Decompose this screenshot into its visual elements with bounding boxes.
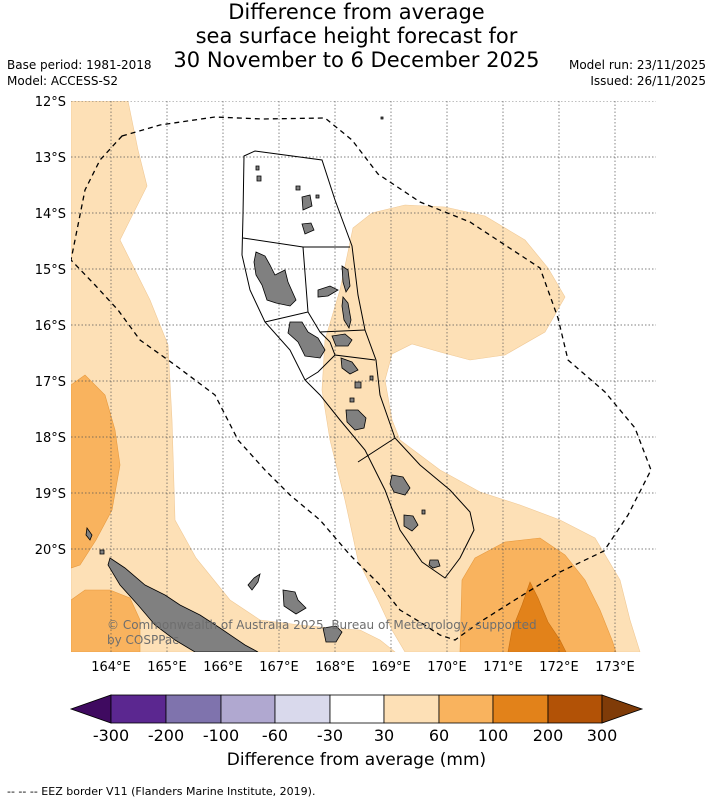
lon-label: 164°E xyxy=(91,660,131,675)
longitude-labels: 164°E 165°E 166°E 167°E 168°E 169°E 170°… xyxy=(91,660,635,675)
lat-label: 17°S xyxy=(35,375,66,390)
island-erromango xyxy=(389,474,411,496)
eez-legend: -- -- -- EEZ border V11 (Flanders Marine… xyxy=(7,785,316,798)
lon-label: 173°E xyxy=(595,660,635,675)
copyright-line-1: © Commonwealth of Australia 2025, Bureau… xyxy=(107,618,537,632)
island-ambrym xyxy=(331,333,353,347)
colorbar-tick: -200 xyxy=(148,726,184,745)
island-aneityum xyxy=(428,559,441,569)
title-line-3: 30 November to 6 December 2025 xyxy=(173,48,540,72)
lon-label: 167°E xyxy=(259,660,299,675)
island-banks xyxy=(301,222,315,235)
island-loyalty-lifou xyxy=(282,589,307,615)
island-new-caledonia xyxy=(107,557,259,652)
colorbar-tick: -30 xyxy=(317,726,343,745)
map-title: Difference from average sea surface heig… xyxy=(0,0,713,72)
colorbar-ticks: -300 -200 -100 -60 -30 30 60 100 200 300 xyxy=(93,726,617,745)
lon-label: 171°E xyxy=(483,660,523,675)
island-loyalty-mare xyxy=(322,625,343,643)
eez-border xyxy=(71,116,652,641)
colorbar-segment xyxy=(329,694,385,724)
map-area: © Commonwealth of Australia 2025, Bureau… xyxy=(71,101,656,652)
lon-label: 165°E xyxy=(147,660,187,675)
colorbar-segment xyxy=(220,694,276,724)
colorbar-segment xyxy=(274,694,331,724)
lon-label: 166°E xyxy=(203,660,243,675)
island-efate xyxy=(345,409,367,431)
islands xyxy=(85,116,441,652)
run-info: Model run: 23/11/2025 Issued: 26/11/2025 xyxy=(569,57,706,89)
lat-label: 18°S xyxy=(35,431,66,446)
lat-label: 16°S xyxy=(35,319,66,334)
colorbar-segment xyxy=(547,694,603,724)
title-line-1: Difference from average xyxy=(228,0,485,24)
island-malakula xyxy=(287,321,326,359)
anomaly-30-60-east xyxy=(321,204,641,652)
colorbar-max-extend xyxy=(601,694,644,724)
anomaly-60-100-southwest xyxy=(71,589,141,652)
issued-date: Issued: 26/11/2025 xyxy=(590,74,706,88)
colorbar-tick: 100 xyxy=(478,726,509,745)
island-pentecost xyxy=(341,296,352,330)
colorbar-segment xyxy=(383,694,440,724)
colorbar-min-extend xyxy=(69,694,112,724)
colorbar-tick: 300 xyxy=(587,726,618,745)
colorbar-label: Difference from average (mm) xyxy=(226,750,487,770)
lon-label: 168°E xyxy=(315,660,355,675)
colorbar-segment xyxy=(492,694,549,724)
colorbar xyxy=(69,694,644,724)
lat-label: 20°S xyxy=(35,543,66,558)
copyright-line-2: by COSPPac xyxy=(107,633,179,647)
island-tanna xyxy=(403,514,419,532)
lon-label: 170°E xyxy=(427,660,467,675)
lon-label: 172°E xyxy=(539,660,579,675)
island-espiritu-santo xyxy=(253,251,297,307)
island-ambae xyxy=(317,285,339,298)
lat-label: 19°S xyxy=(35,487,66,502)
anomaly-30-60-west xyxy=(71,101,396,652)
colorbar-tick: 60 xyxy=(429,726,449,745)
latitude-labels: 12°S 13°S 14°S 15°S 16°S 17°S 18°S 19°S … xyxy=(35,95,66,558)
model-run-date: Model run: 23/11/2025 xyxy=(568,58,706,72)
colorbar-tick: 200 xyxy=(533,726,564,745)
anomaly-60-100-southeast xyxy=(459,537,617,652)
model-name: Model: ACCESS-S2 xyxy=(7,74,119,88)
colorbar-tick: 30 xyxy=(374,726,394,745)
lat-label: 15°S xyxy=(35,263,66,278)
colorbar-segment xyxy=(438,694,494,724)
lat-label: 13°S xyxy=(35,151,66,166)
colorbar-tick: -100 xyxy=(203,726,239,745)
lon-label: 169°E xyxy=(371,660,411,675)
island-loyalty-ouvea xyxy=(247,573,261,591)
model-info: Base period: 1981-2018 Model: ACCESS-S2 xyxy=(7,57,152,89)
island-maewo xyxy=(341,265,351,293)
island-torres xyxy=(301,194,313,211)
island-epi xyxy=(340,357,359,375)
colorbar-segment xyxy=(110,694,167,724)
lat-label: 12°S xyxy=(35,95,66,110)
anomaly-60-100-west xyxy=(71,374,121,569)
colorbar-tick: -300 xyxy=(93,726,129,745)
colorbar-tick: -60 xyxy=(262,726,288,745)
province-boundaries xyxy=(241,150,475,579)
anomaly-100-200-southeast xyxy=(507,581,567,652)
base-period: Base period: 1981-2018 xyxy=(7,58,152,72)
colorbar-segment xyxy=(165,694,222,724)
title-line-2: sea surface height forecast for xyxy=(195,24,518,48)
lat-label: 14°S xyxy=(35,207,66,222)
